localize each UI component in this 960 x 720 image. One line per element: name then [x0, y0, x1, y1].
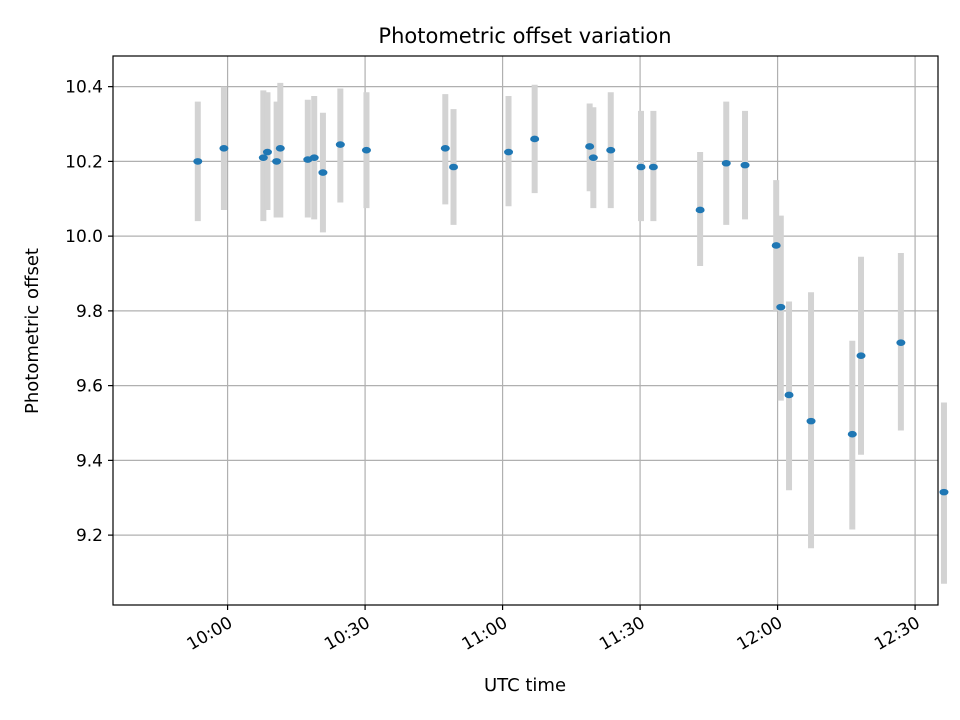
data-point: [856, 352, 866, 360]
data-point: [740, 161, 750, 169]
data-point: [309, 154, 319, 161]
y-axis: 9.2 9.4 9.6 9.8 10.0 10.2 10.4: [65, 78, 113, 546]
data-point: [776, 303, 786, 311]
data-point: [695, 206, 705, 214]
y-tick-label: 9.4: [76, 451, 103, 471]
data-point: [258, 154, 268, 161]
data-point: [318, 169, 328, 176]
data-point: [771, 242, 781, 249]
data-point: [504, 148, 514, 156]
data-point: [847, 430, 857, 438]
y-tick-label: 10.2: [65, 152, 103, 172]
data-point: [588, 154, 598, 161]
data-point: [636, 163, 646, 171]
data-point: [361, 146, 371, 154]
data-point: [193, 158, 203, 165]
y-tick-label: 9.8: [76, 302, 103, 322]
y-tick-label: 10.0: [65, 227, 103, 247]
plot-frame: [112, 55, 939, 606]
data-points: [193, 135, 949, 496]
data-point: [272, 158, 282, 165]
data-point: [806, 417, 816, 425]
data-point: [784, 391, 794, 399]
x-axis-label: UTC time: [484, 675, 566, 696]
data-point: [606, 146, 616, 154]
data-point: [530, 135, 540, 143]
y-axis-label: Photometric offset: [22, 248, 43, 414]
data-point: [275, 145, 285, 152]
data-point: [335, 141, 345, 148]
data-point: [721, 159, 731, 167]
data-point: [262, 148, 272, 156]
data-point: [440, 145, 450, 152]
data-point: [219, 145, 229, 152]
y-tick-label: 9.6: [76, 377, 103, 397]
chart-title: Photometric offset variation: [378, 24, 671, 48]
data-point: [939, 488, 949, 496]
data-point: [648, 163, 658, 171]
data-point: [896, 339, 906, 346]
data-point: [449, 163, 459, 171]
y-tick-label: 9.2: [76, 526, 103, 546]
y-tick-label: 10.4: [65, 78, 103, 98]
data-point: [585, 143, 595, 150]
